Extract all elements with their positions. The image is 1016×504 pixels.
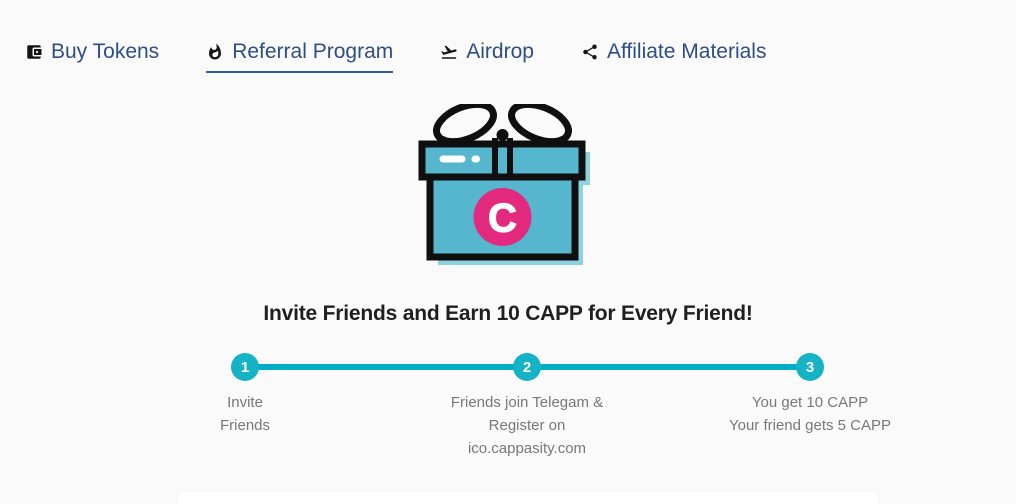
tab-affiliate-materials[interactable]: Affiliate Materials xyxy=(581,40,767,73)
cappasity-logo-circle xyxy=(473,188,532,246)
step-number: 3 xyxy=(805,358,815,376)
tab-buy-tokens[interactable]: Buy Tokens xyxy=(25,40,159,73)
step-number: 1 xyxy=(240,358,250,376)
content-card xyxy=(178,492,878,504)
tab-label: Buy Tokens xyxy=(51,40,160,63)
tab-label: Airdrop xyxy=(466,40,534,63)
tab-bar: Buy Tokens Referral Program Airdrop Affi… xyxy=(25,40,766,73)
step-number: 2 xyxy=(522,358,532,376)
gift-box-illustration: C xyxy=(416,100,600,270)
step-2-label: Friends join Telegam & Register on ico.c… xyxy=(407,391,647,460)
step-label-line: You get 10 CAPP xyxy=(751,394,869,411)
step-label-line: Friends xyxy=(219,417,271,434)
gift-bow xyxy=(433,100,572,146)
page-title: Invite Friends and Earn 10 CAPP for Ever… xyxy=(263,302,753,325)
flame-icon xyxy=(206,43,224,61)
referral-steps: 1 2 3 Invite Friends Friends join Telega… xyxy=(178,353,891,473)
wallet-icon xyxy=(25,43,43,61)
flight-land-icon xyxy=(440,43,458,61)
hero-illustration-area: C xyxy=(0,100,1016,275)
step-label-line: Friends join Telegam & xyxy=(450,394,604,411)
step-label-line: ico.cappasity.com xyxy=(467,440,587,457)
cappasity-logo-letter: C xyxy=(488,197,517,241)
step-label-line: Your friend gets 5 CAPP xyxy=(728,417,892,434)
step-label-line: Register on xyxy=(488,417,566,434)
tab-referral-program[interactable]: Referral Program xyxy=(206,40,394,73)
step-1-label: Invite Friends xyxy=(125,391,365,437)
share-icon xyxy=(581,43,599,61)
step-2-circle: 2 xyxy=(513,353,541,381)
gift-ribbon xyxy=(492,138,513,177)
tab-label: Affiliate Materials xyxy=(606,40,767,63)
step-label-line: Invite xyxy=(227,394,263,411)
tab-label: Referral Program xyxy=(232,40,394,63)
step-3-label: You get 10 CAPP Your friend gets 5 CAPP xyxy=(690,391,930,437)
gift-bow-knot xyxy=(496,129,509,141)
step-1-circle: 1 xyxy=(231,353,259,381)
tab-airdrop[interactable]: Airdrop xyxy=(440,40,534,73)
step-3-circle: 3 xyxy=(796,353,824,381)
